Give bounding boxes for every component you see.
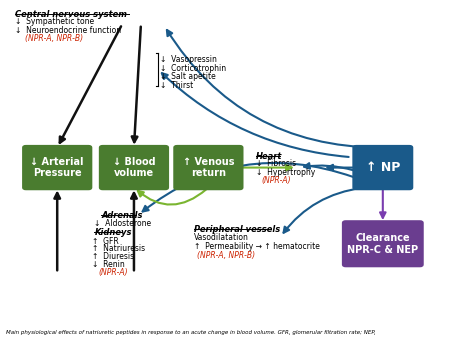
Text: Clearance
NPR-C & NEP: Clearance NPR-C & NEP bbox=[347, 233, 419, 254]
Text: (NPR-A, NPR-B): (NPR-A, NPR-B) bbox=[197, 251, 255, 260]
Text: ↓  Vasopressin: ↓ Vasopressin bbox=[160, 55, 217, 64]
Text: Heart: Heart bbox=[256, 152, 283, 161]
Text: ↑ Venous
return: ↑ Venous return bbox=[182, 157, 234, 178]
Text: ↑  GFR: ↑ GFR bbox=[92, 237, 119, 246]
FancyBboxPatch shape bbox=[22, 145, 92, 190]
Text: Adrenals: Adrenals bbox=[101, 211, 143, 220]
Text: ↓ Arterial
Pressure: ↓ Arterial Pressure bbox=[30, 157, 84, 178]
Text: Peripheral vessels: Peripheral vessels bbox=[194, 225, 281, 234]
Text: ↓  Salt apetite: ↓ Salt apetite bbox=[160, 72, 215, 81]
Text: (NPR-A, NPR-B): (NPR-A, NPR-B) bbox=[25, 34, 83, 43]
FancyBboxPatch shape bbox=[173, 145, 244, 190]
Text: Central nervous system: Central nervous system bbox=[15, 10, 128, 19]
Text: ↑  Diuresis: ↑ Diuresis bbox=[92, 252, 134, 261]
Text: ↓  Sympathetic tone: ↓ Sympathetic tone bbox=[15, 17, 94, 26]
Text: ↓  Corticotrophin: ↓ Corticotrophin bbox=[160, 64, 226, 73]
FancyBboxPatch shape bbox=[342, 220, 424, 267]
Text: ↓  Renin: ↓ Renin bbox=[92, 260, 125, 269]
Text: ↓  Hypertrophy: ↓ Hypertrophy bbox=[256, 168, 316, 177]
FancyBboxPatch shape bbox=[352, 145, 413, 190]
Text: (NPR-A): (NPR-A) bbox=[261, 176, 291, 185]
FancyBboxPatch shape bbox=[99, 145, 169, 190]
Text: Vasodilatation: Vasodilatation bbox=[194, 233, 249, 242]
Text: ↑  Natriuresis: ↑ Natriuresis bbox=[92, 244, 145, 253]
Text: (NPR-A): (NPR-A) bbox=[98, 268, 128, 277]
Text: ↓  Neuroendocrine function: ↓ Neuroendocrine function bbox=[15, 25, 121, 35]
Text: Kidneys: Kidneys bbox=[94, 228, 132, 237]
Text: ↓ Blood
volume: ↓ Blood volume bbox=[113, 157, 155, 178]
Text: ↓  Fibrosis: ↓ Fibrosis bbox=[256, 159, 296, 168]
Text: ↑  Permeability → ↑ hematocrite: ↑ Permeability → ↑ hematocrite bbox=[194, 242, 320, 251]
Text: ↓  Thirst: ↓ Thirst bbox=[160, 81, 193, 90]
Text: ↓  Aldosterone: ↓ Aldosterone bbox=[94, 219, 152, 228]
Text: Main physiological effects of natriuretic peptides in response to an acute chang: Main physiological effects of natriureti… bbox=[6, 331, 376, 335]
Text: ↑ NP: ↑ NP bbox=[365, 161, 400, 174]
